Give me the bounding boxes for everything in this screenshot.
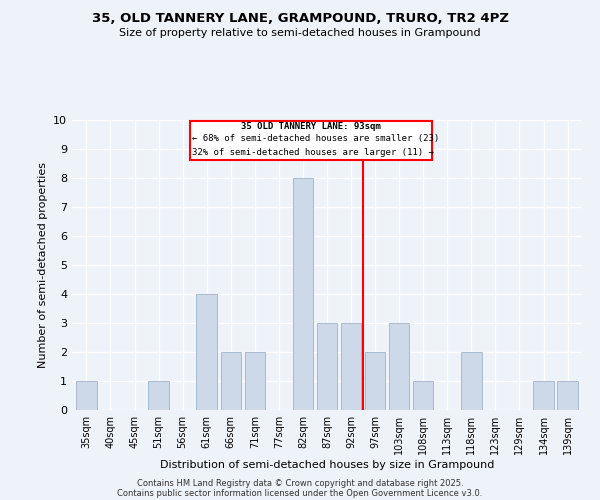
- Bar: [196, 294, 217, 410]
- Bar: [245, 352, 265, 410]
- Text: Contains public sector information licensed under the Open Government Licence v3: Contains public sector information licen…: [118, 488, 482, 498]
- X-axis label: Distribution of semi-detached houses by size in Grampound: Distribution of semi-detached houses by …: [160, 460, 494, 469]
- Text: Size of property relative to semi-detached houses in Grampound: Size of property relative to semi-detach…: [119, 28, 481, 38]
- Bar: [413, 381, 433, 410]
- Bar: [389, 323, 409, 410]
- Bar: [533, 381, 554, 410]
- Y-axis label: Number of semi-detached properties: Number of semi-detached properties: [38, 162, 47, 368]
- Bar: [365, 352, 385, 410]
- Bar: [293, 178, 313, 410]
- Bar: [341, 323, 361, 410]
- Bar: [317, 323, 337, 410]
- Bar: [76, 381, 97, 410]
- Text: Contains HM Land Registry data © Crown copyright and database right 2025.: Contains HM Land Registry data © Crown c…: [137, 478, 463, 488]
- Bar: [461, 352, 482, 410]
- Text: 35, OLD TANNERY LANE, GRAMPOUND, TRURO, TR2 4PZ: 35, OLD TANNERY LANE, GRAMPOUND, TRURO, …: [91, 12, 509, 26]
- Bar: [557, 381, 578, 410]
- Text: ← 68% of semi-detached houses are smaller (23): ← 68% of semi-detached houses are smalle…: [192, 134, 440, 143]
- FancyBboxPatch shape: [190, 120, 431, 160]
- Bar: [221, 352, 241, 410]
- Bar: [148, 381, 169, 410]
- Text: 32% of semi-detached houses are larger (11) →: 32% of semi-detached houses are larger (…: [192, 148, 434, 157]
- Text: 35 OLD TANNERY LANE: 93sqm: 35 OLD TANNERY LANE: 93sqm: [241, 122, 380, 130]
